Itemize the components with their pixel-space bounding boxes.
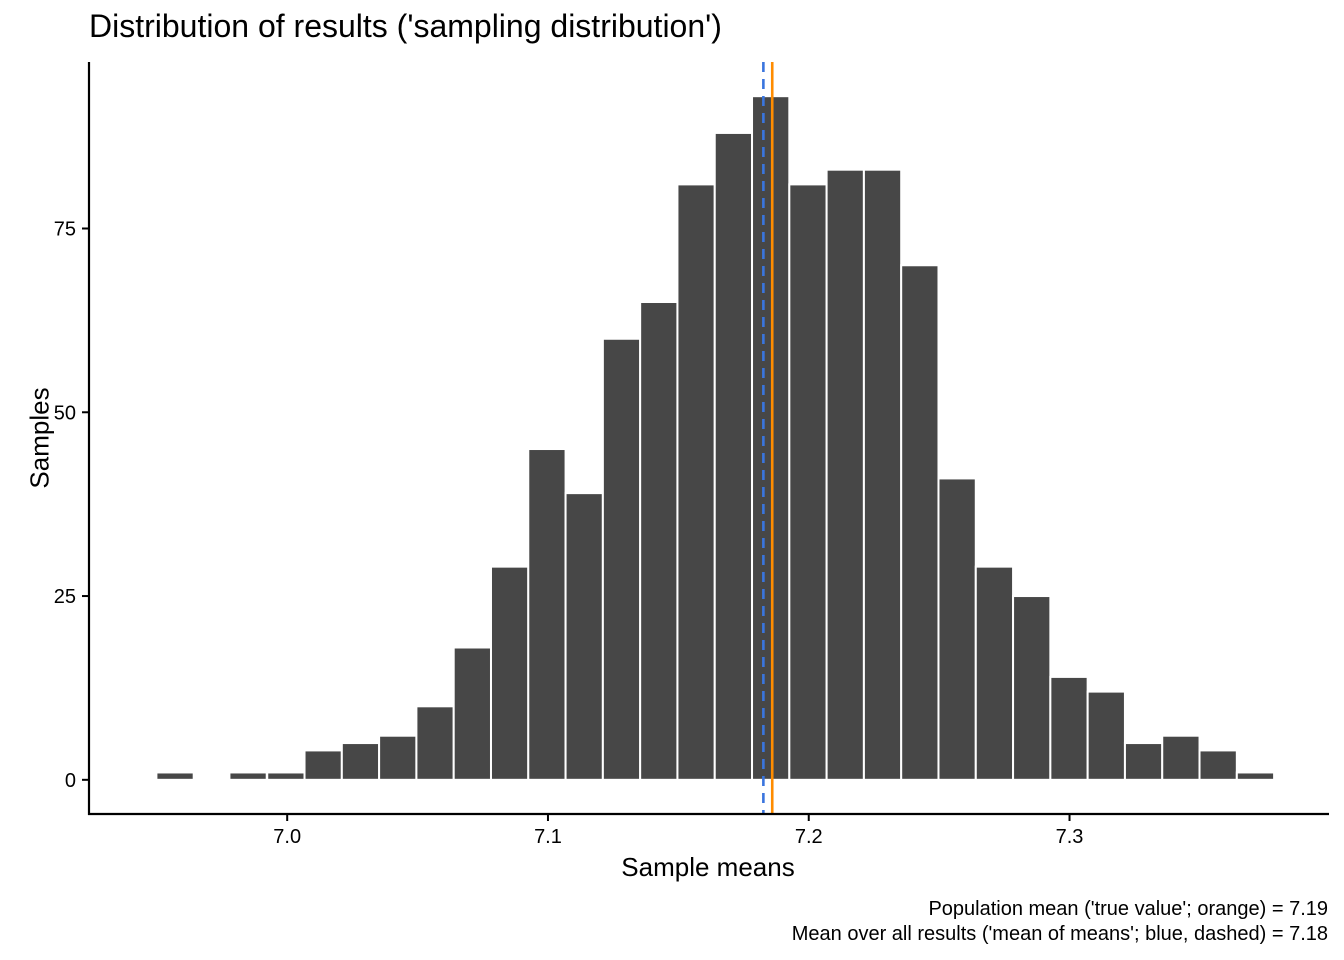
histogram-bar-3 [266, 771, 306, 781]
histogram-bar-13 [639, 301, 679, 781]
histogram-bar-0 [155, 771, 195, 781]
histogram-bar-21 [937, 477, 977, 781]
y-tick-label-50: 50 [54, 402, 76, 424]
histogram-bar-28 [1198, 749, 1238, 781]
histogram-bar-27 [1161, 734, 1201, 781]
bars-group [155, 95, 1276, 781]
histogram-bar-7 [415, 705, 455, 781]
histogram-bar-15 [713, 131, 754, 781]
caption-population-mean: Population mean ('true value'; orange) =… [928, 898, 1328, 920]
histogram-bar-22 [974, 565, 1015, 781]
y-tick-label-75: 75 [54, 218, 76, 240]
axes-group: 0 25 50 75 7.0 7.1 7.2 7.3 [54, 62, 1329, 848]
x-tick-label-7.0: 7.0 [273, 826, 301, 848]
histogram-bar-26 [1123, 742, 1164, 781]
histogram-bar-6 [378, 734, 418, 781]
x-tick-label-7.3: 7.3 [1056, 826, 1084, 848]
histogram-bar-17 [788, 183, 828, 781]
y-tick-label-25: 25 [54, 586, 76, 608]
y-axis-label: Samples [24, 387, 55, 489]
histogram-bar-20 [900, 264, 940, 781]
histogram-bar-24 [1049, 675, 1089, 781]
histogram-bar-14 [676, 183, 716, 781]
histogram-bar-18 [825, 168, 865, 781]
x-tick-label-7.2: 7.2 [795, 826, 823, 848]
histogram-bar-8 [452, 646, 492, 781]
histogram-bar-25 [1086, 690, 1126, 781]
histogram-bar-5 [340, 742, 381, 781]
x-tick-label-7.1: 7.1 [534, 826, 562, 848]
reference-lines-group [762, 62, 774, 814]
histogram-bar-9 [489, 565, 530, 781]
histogram-bar-12 [601, 337, 642, 781]
histogram-bar-4 [303, 749, 343, 781]
histogram-bar-16 [751, 95, 791, 781]
y-tick-label-0: 0 [65, 770, 76, 792]
x-axis-label: Sample means [621, 852, 795, 882]
histogram-bar-10 [527, 448, 567, 781]
chart-title: Distribution of results ('sampling distr… [89, 8, 722, 44]
histogram-bar-2 [228, 771, 268, 781]
caption-mean-of-means: Mean over all results ('mean of means'; … [791, 923, 1328, 945]
histogram-bar-29 [1235, 771, 1276, 781]
histogram-bar-11 [564, 492, 604, 781]
histogram-bar-19 [862, 168, 903, 781]
histogram-bar-23 [1012, 595, 1052, 781]
